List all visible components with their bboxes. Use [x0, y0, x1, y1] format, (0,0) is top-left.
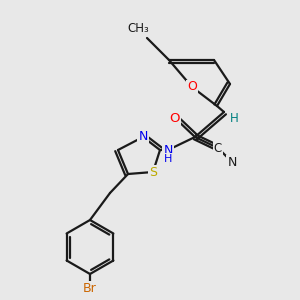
Text: H: H	[230, 112, 238, 124]
Text: C: C	[214, 142, 222, 154]
Text: O: O	[170, 112, 180, 124]
Text: N: N	[138, 130, 148, 143]
Text: S: S	[149, 166, 157, 178]
Text: H: H	[164, 154, 172, 164]
Text: CH₃: CH₃	[127, 22, 149, 35]
Text: Br: Br	[83, 281, 97, 295]
Text: N: N	[163, 143, 173, 157]
Text: O: O	[187, 80, 197, 94]
Text: N: N	[227, 155, 237, 169]
